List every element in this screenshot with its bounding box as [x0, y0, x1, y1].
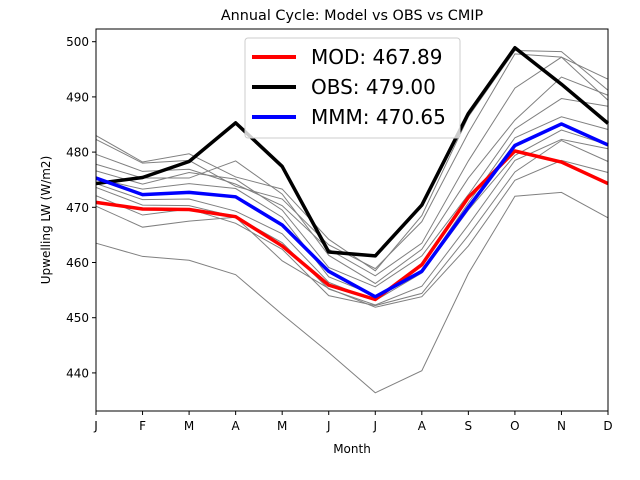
x-tick-label: J [326, 419, 331, 433]
mod-series-line [95, 149, 609, 302]
x-tick-label: M [184, 419, 194, 433]
y-tick-label: 450 [66, 311, 89, 325]
x-tick-label: A [232, 419, 241, 433]
x-axis-label: Month [333, 442, 371, 456]
cmip-member-line-6 [95, 116, 609, 297]
x-tick-label: A [418, 419, 427, 433]
x-tick-label: J [372, 419, 377, 433]
legend-box [244, 37, 461, 139]
legend: MOD: 467.89 OBS: 479.00 MMM: 470.65 [244, 37, 461, 139]
x-tick-label: N [557, 419, 566, 433]
y-tick-label: 460 [66, 256, 89, 270]
x-tick-label: D [603, 419, 612, 433]
cmip-member-line-8 [95, 138, 609, 306]
y-tick-label: 470 [66, 201, 89, 215]
obs-series-line [95, 46, 610, 258]
legend-label-mmm: MMM: 470.65 [311, 105, 446, 129]
y-axis: 440 450 460 470 480 490 500 [66, 35, 96, 380]
y-tick-label: 500 [66, 35, 89, 49]
cmip-member-line-3 [95, 56, 609, 277]
x-tick-label: F [139, 419, 146, 433]
x-tick-label: M [277, 419, 287, 433]
x-tick-label: O [510, 419, 519, 433]
y-tick-label: 440 [66, 366, 89, 380]
x-tick-label: J [93, 419, 98, 433]
plot-frame [95, 28, 609, 412]
cmip-member-line-11 [95, 191, 609, 394]
x-tick-label: S [465, 419, 473, 433]
chart-title: Annual Cycle: Model vs OBS vs CMIP [221, 8, 484, 24]
cmip-member-line-4 [95, 76, 609, 285]
cmip-member-line-5 [95, 98, 609, 288]
legend-label-obs: OBS: 479.00 [311, 75, 436, 99]
y-tick-label: 480 [66, 146, 89, 160]
y-axis-label: Upwelling LW (W/m2) [39, 156, 53, 285]
cmip-member-line-10 [95, 159, 609, 308]
y-tick-label: 490 [66, 90, 89, 104]
legend-label-mod: MOD: 467.89 [311, 45, 442, 69]
main-series-lines [95, 46, 610, 302]
mmm-series-line [95, 122, 609, 299]
